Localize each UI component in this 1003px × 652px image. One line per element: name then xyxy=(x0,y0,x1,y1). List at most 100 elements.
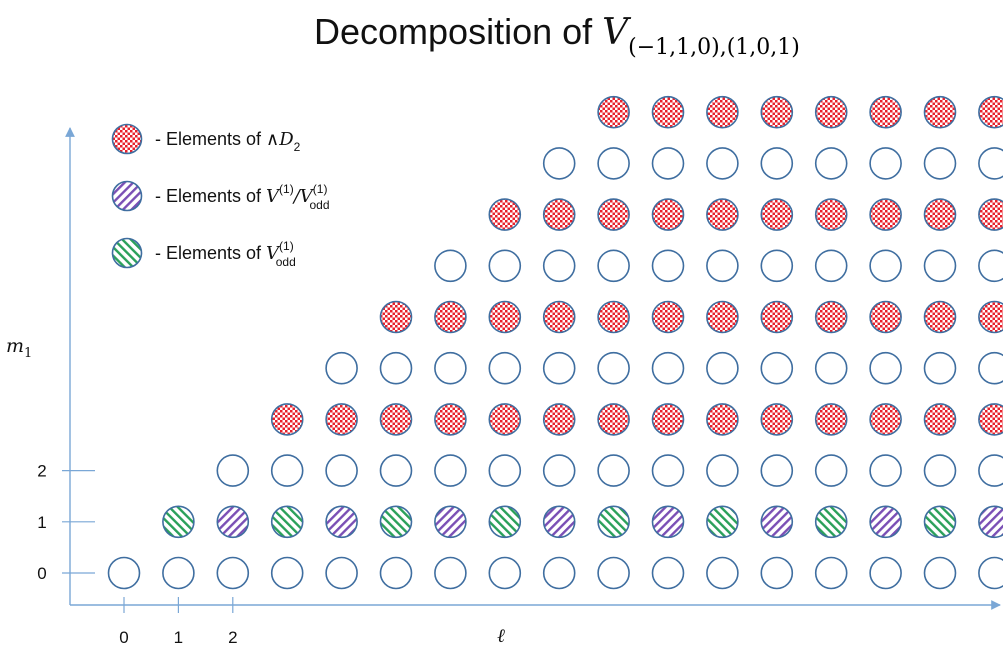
node-red xyxy=(978,403,1003,436)
node-red xyxy=(923,198,957,231)
node-empty xyxy=(923,249,957,283)
page-title: Decomposition of V(−1,1,0),(1,0,1) xyxy=(314,11,800,60)
node-empty xyxy=(760,147,794,180)
node-empty xyxy=(597,556,630,590)
legend-swatch-red xyxy=(111,123,143,155)
node-empty xyxy=(923,454,957,487)
legend-swatch-purple xyxy=(111,180,143,212)
node-empty xyxy=(434,556,467,590)
node-green xyxy=(162,505,195,539)
node-red xyxy=(488,403,522,436)
node-empty xyxy=(488,454,522,487)
node-red xyxy=(760,403,794,436)
node-empty xyxy=(978,249,1003,283)
node-green xyxy=(270,505,304,539)
x-tick-label: 2 xyxy=(228,628,237,647)
node-empty xyxy=(270,454,304,487)
node-empty xyxy=(706,351,739,385)
node-empty xyxy=(978,147,1003,180)
node-empty xyxy=(488,556,522,590)
x-axis-label: ℓ xyxy=(497,625,505,647)
node-empty xyxy=(542,147,576,180)
node-red xyxy=(434,403,467,436)
node-empty xyxy=(760,249,794,283)
node-empty xyxy=(706,454,739,487)
node-green xyxy=(597,505,630,539)
node-empty xyxy=(814,249,848,283)
node-empty xyxy=(597,454,630,487)
node-red xyxy=(706,198,739,231)
legend-swatch-green xyxy=(111,237,143,269)
node-empty xyxy=(706,249,739,283)
node-empty xyxy=(869,147,902,180)
node-empty xyxy=(597,351,630,385)
node-red xyxy=(651,95,685,129)
node-red xyxy=(488,198,522,231)
y-axis-label-sub: 1 xyxy=(24,346,32,361)
node-empty xyxy=(597,147,630,180)
node-empty xyxy=(814,147,848,180)
node-empty xyxy=(869,351,902,385)
node-empty xyxy=(651,454,685,487)
node-red xyxy=(760,198,794,231)
node-empty xyxy=(651,556,685,590)
node-empty xyxy=(869,556,902,590)
node-red xyxy=(597,403,630,436)
node-purple xyxy=(325,505,358,539)
node-red xyxy=(760,95,794,129)
node-empty xyxy=(162,556,195,590)
node-empty xyxy=(379,351,413,385)
node-empty xyxy=(542,556,576,590)
node-red xyxy=(651,403,685,436)
node-red xyxy=(978,95,1003,129)
node-green xyxy=(706,505,739,539)
title-text: Decomposition of xyxy=(314,11,602,52)
node-red xyxy=(869,198,902,231)
node-empty xyxy=(325,556,358,590)
node-empty xyxy=(923,556,957,590)
node-empty xyxy=(216,556,250,590)
legend-label-red: - Elements of ∧D2 xyxy=(155,129,301,154)
node-empty xyxy=(379,556,413,590)
node-red xyxy=(923,95,957,129)
node-purple xyxy=(869,505,902,539)
node-purple xyxy=(760,505,794,539)
node-empty xyxy=(488,249,522,283)
node-empty xyxy=(379,454,413,487)
node-empty xyxy=(923,351,957,385)
node-red xyxy=(869,300,902,334)
node-purple xyxy=(216,505,250,539)
node-red xyxy=(923,403,957,436)
node-empty xyxy=(978,351,1003,385)
node-red xyxy=(978,198,1003,231)
node-empty xyxy=(760,556,794,590)
node-red xyxy=(597,300,630,334)
node-red xyxy=(814,403,848,436)
node-red xyxy=(542,403,576,436)
node-red xyxy=(651,300,685,334)
x-tick-label: 1 xyxy=(174,628,183,647)
node-red xyxy=(542,198,576,231)
node-red xyxy=(542,300,576,334)
node-empty xyxy=(814,556,848,590)
node-red xyxy=(814,95,848,129)
legend-label-green: - Elements of V(1) odd xyxy=(155,239,296,269)
node-red xyxy=(325,403,358,436)
node-empty xyxy=(706,147,739,180)
node-empty xyxy=(542,454,576,487)
node-empty xyxy=(216,454,250,487)
node-empty xyxy=(488,351,522,385)
node-empty xyxy=(270,556,304,590)
x-tick-group: 0 1 2 xyxy=(119,597,238,647)
node-red xyxy=(597,198,630,231)
node-red xyxy=(597,95,630,129)
node-empty xyxy=(760,351,794,385)
node-green xyxy=(814,505,848,539)
node-red xyxy=(814,300,848,334)
node-empty xyxy=(814,351,848,385)
y-tick-group: 0 1 2 xyxy=(37,462,95,583)
node-grid xyxy=(107,95,1003,590)
x-tick-label: 0 xyxy=(119,628,128,647)
node-red xyxy=(923,300,957,334)
